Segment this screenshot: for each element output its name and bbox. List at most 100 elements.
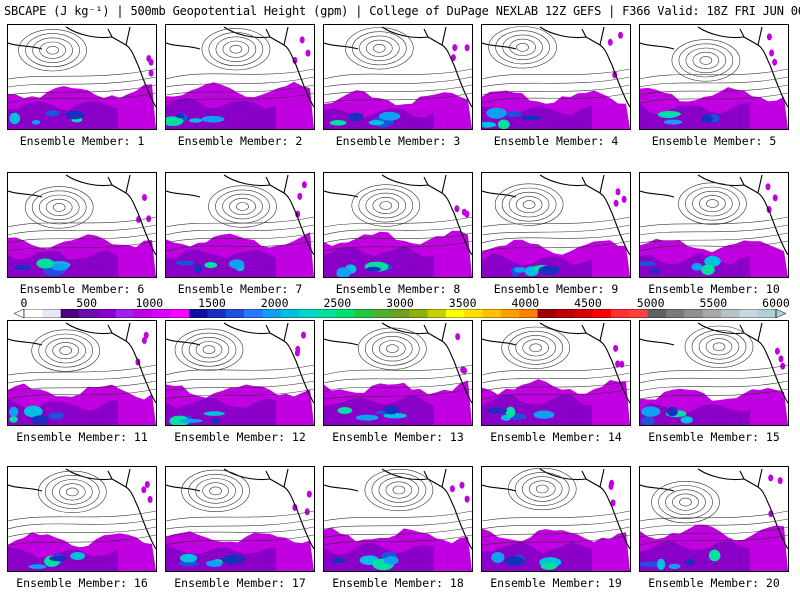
map-panel-svg <box>482 174 630 277</box>
colorbar-swatch <box>335 309 355 318</box>
coastline <box>640 174 788 256</box>
colorbar-tick-label: 1500 <box>198 296 226 310</box>
ensemble-member-label: Ensemble Member: 3 <box>335 134 461 148</box>
colorbar-swatch <box>739 309 759 318</box>
colorbar-swatch <box>390 309 410 318</box>
height-contours <box>324 27 472 104</box>
ensemble-member-label: Ensemble Member: 8 <box>335 282 461 296</box>
map-panel-svg <box>324 26 472 129</box>
map-panel-svg <box>640 468 788 571</box>
cape-shading <box>482 31 630 129</box>
colorbar-tick-label: 2500 <box>323 296 352 310</box>
ensemble-map-panel <box>165 24 315 130</box>
height-contours <box>324 184 472 252</box>
colorbar-swatch <box>427 309 447 318</box>
ensemble-member-label: Ensemble Member: 14 <box>490 430 622 444</box>
ensemble-map-panel <box>481 24 631 130</box>
colorbar-swatch <box>757 309 777 318</box>
ensemble-map-panel <box>639 24 789 130</box>
colorbar-swatch <box>115 309 135 318</box>
map-panel-svg <box>166 174 314 277</box>
ensemble-member-label: Ensemble Member: 4 <box>493 134 619 148</box>
map-panel-svg <box>8 322 156 425</box>
colorbar-swatch <box>262 309 282 318</box>
height-contours <box>482 326 630 400</box>
cape-shading <box>8 331 156 425</box>
colorbar-swatch <box>464 309 483 318</box>
ensemble-map-panel <box>639 172 789 278</box>
height-contours <box>482 26 630 104</box>
colorbar-swatch <box>574 309 593 318</box>
map-panel-svg <box>8 26 156 129</box>
ensemble-member-label: Ensemble Member: 17 <box>174 576 306 590</box>
ensemble-map-panel <box>7 466 157 572</box>
colorbar-swatch <box>207 309 227 318</box>
cape-shading <box>166 36 314 129</box>
cape-shading <box>324 333 472 425</box>
map-panel-svg <box>166 468 314 571</box>
colorbar-swatch <box>280 309 300 318</box>
map-panel-svg <box>324 468 472 571</box>
height-contours <box>166 469 314 546</box>
coastline <box>324 174 472 256</box>
colorbar-swatch <box>409 309 428 318</box>
coastline <box>482 322 630 404</box>
colorbar-swatch <box>24 309 43 318</box>
colorbar-swatch <box>555 309 575 318</box>
colorbar-tick-label: 2000 <box>260 296 289 310</box>
cape-shading <box>640 347 788 425</box>
colorbar-swatch <box>720 309 740 318</box>
colorbar-swatch <box>702 309 722 318</box>
map-panel-svg <box>166 26 314 129</box>
map-panel-svg <box>482 322 630 425</box>
ensemble-member-label: Ensemble Member: 10 <box>648 282 780 296</box>
coastline <box>324 26 472 108</box>
cape-shading <box>640 474 788 571</box>
cape-shading <box>8 194 156 277</box>
colorbar-tick-label: 5500 <box>699 296 728 310</box>
ensemble-map-panel <box>165 466 315 572</box>
colorbar-swatch <box>647 309 667 318</box>
colorbar-tick-label: 3500 <box>448 296 477 310</box>
map-panel-svg <box>640 322 788 425</box>
colorbar-tick-label: 500 <box>76 296 98 310</box>
colorbar-swatch <box>445 309 465 318</box>
ensemble-map-panel <box>165 172 315 278</box>
colorbar-swatch <box>299 309 318 318</box>
cape-shading <box>166 331 314 425</box>
ensemble-member-label: Ensemble Member: 15 <box>648 430 780 444</box>
colorbar-frame <box>23 309 777 318</box>
ensemble-map-panel <box>639 466 789 572</box>
colorbar-swatch <box>244 309 263 318</box>
colorbar-swatch <box>354 309 373 318</box>
colorbar-swatch <box>629 309 649 318</box>
colorbar-swatch <box>60 309 80 318</box>
coastline <box>8 26 156 108</box>
ensemble-map-panel <box>323 24 473 130</box>
map-panel-svg <box>8 174 156 277</box>
coastline <box>482 26 630 108</box>
map-panel-svg <box>324 322 472 425</box>
colorbar-swatch <box>97 309 117 318</box>
cape-shading <box>640 33 788 129</box>
coastline <box>482 468 630 550</box>
cape-shading <box>166 490 314 571</box>
colorbar-tick-label: 3000 <box>386 296 414 310</box>
height-contours <box>166 185 314 252</box>
height-contours <box>482 467 630 546</box>
ensemble-map-panel <box>323 172 473 278</box>
ensemble-member-label: Ensemble Member: 20 <box>648 576 780 590</box>
cape-shading <box>166 181 314 277</box>
ensemble-member-label: Ensemble Member: 16 <box>16 576 148 590</box>
ensemble-map-panel <box>7 172 157 278</box>
coastline <box>640 322 788 404</box>
colorbar-swatch <box>225 309 245 318</box>
colorbar-swatch <box>152 309 172 318</box>
height-contours <box>640 325 788 400</box>
colorbar-swatch <box>317 309 337 318</box>
map-panel-svg <box>324 174 472 277</box>
cape-shading <box>482 188 630 277</box>
coastline <box>482 174 630 256</box>
cape-shading <box>482 479 630 571</box>
